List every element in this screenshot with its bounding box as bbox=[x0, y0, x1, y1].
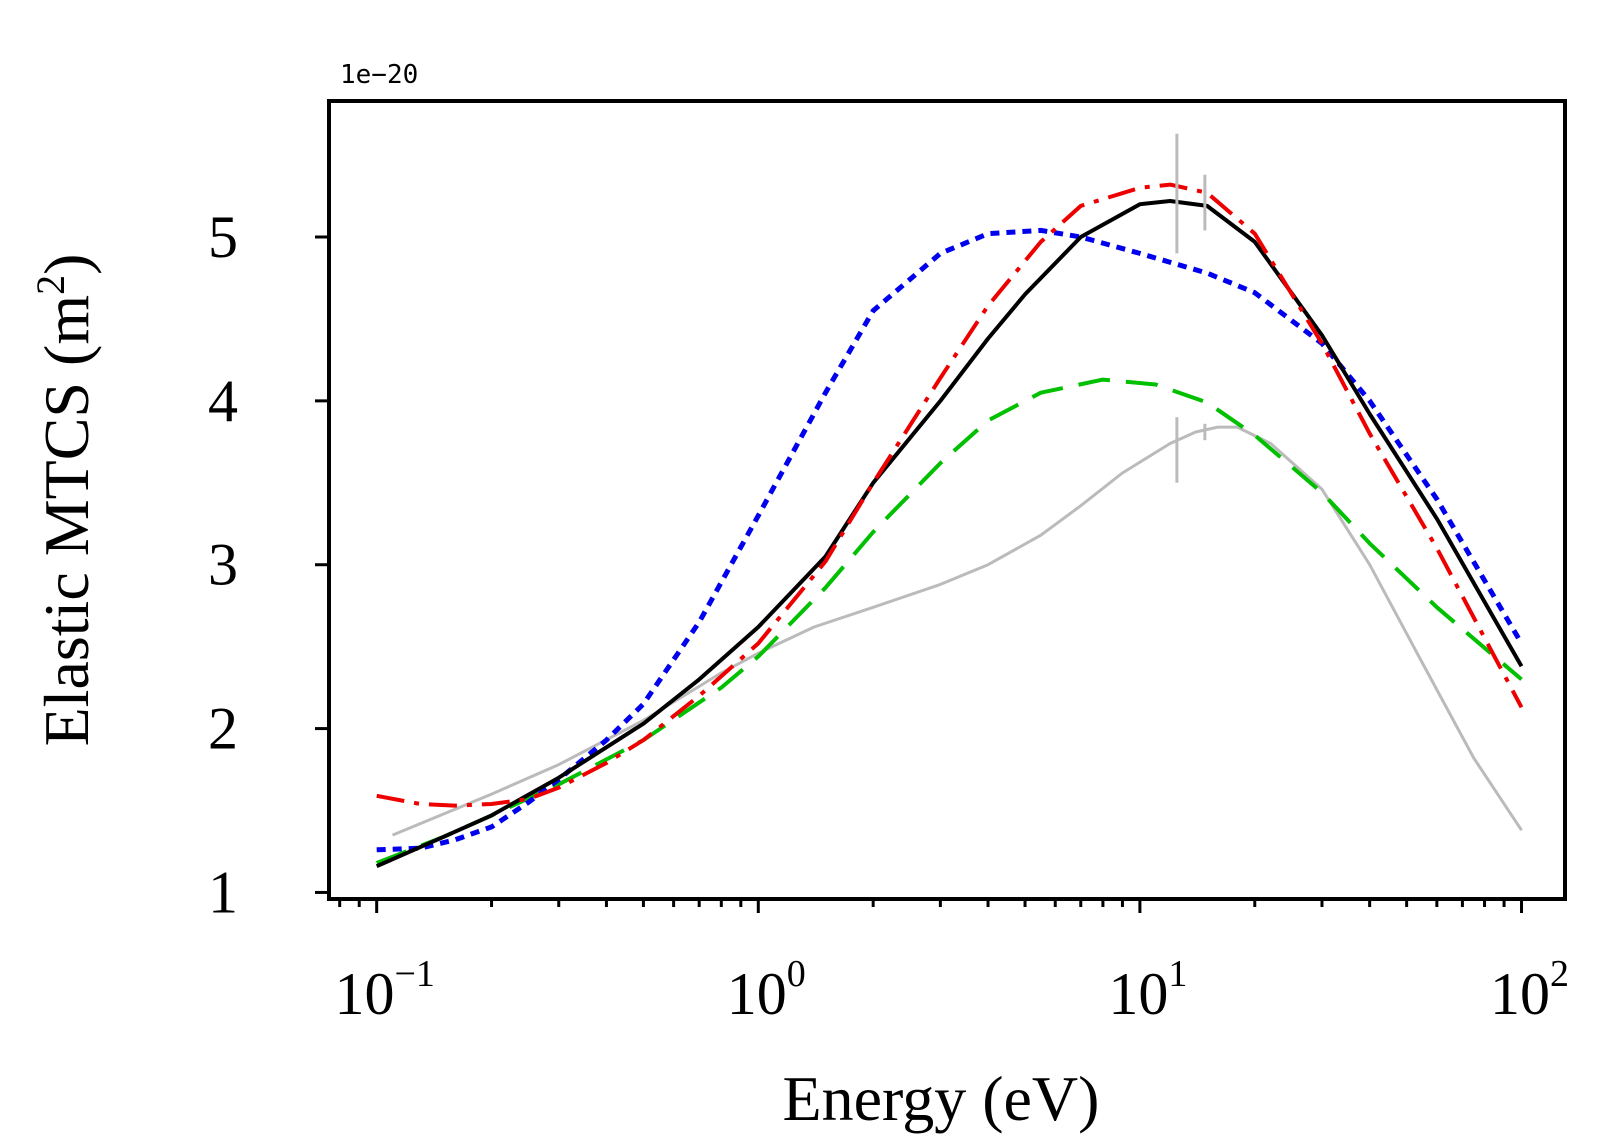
x-tick-label: 10−1 bbox=[334, 953, 434, 1027]
x-tick-base: 10 bbox=[334, 961, 394, 1027]
x-tick-label: 102 bbox=[1490, 953, 1569, 1027]
y-tick-label: 1 bbox=[208, 859, 238, 925]
y-tick-label: 4 bbox=[208, 368, 238, 434]
x-tick-exponent: 1 bbox=[1168, 953, 1187, 995]
offset-label: 1e−20 bbox=[340, 60, 418, 90]
series-line-2 bbox=[375, 377, 1523, 865]
x-axis-label: Energy (eV) bbox=[783, 1063, 1100, 1134]
x-tick-base: 10 bbox=[1108, 961, 1168, 1027]
x-tick-exponent: 2 bbox=[1550, 953, 1569, 995]
marker-layer bbox=[1175, 133, 1207, 483]
series-layer bbox=[375, 182, 1524, 869]
y-tick-label: 5 bbox=[208, 204, 238, 270]
y-tick-label: 2 bbox=[208, 696, 238, 762]
x-tick-base: 10 bbox=[1490, 961, 1550, 1027]
plot-frame bbox=[327, 99, 1567, 901]
series-line-5 bbox=[376, 182, 1524, 808]
series-line-4 bbox=[375, 199, 1524, 869]
x-tick-label: 100 bbox=[727, 953, 806, 1027]
series-line-1 bbox=[391, 425, 1523, 837]
x-tick-base: 10 bbox=[727, 961, 787, 1027]
y-axis-label-exponent: 2 bbox=[28, 275, 73, 295]
y-axis-label-close: ) bbox=[31, 254, 102, 275]
x-tick-exponent: −1 bbox=[394, 953, 434, 995]
y-axis-label: Elastic MTCS (m2) bbox=[28, 254, 102, 747]
y-axis-label-main: Elastic MTCS (m bbox=[31, 295, 102, 747]
x-tick-exponent: 0 bbox=[787, 953, 806, 995]
series-line-3 bbox=[376, 227, 1524, 853]
y-tick-label: 3 bbox=[208, 532, 238, 598]
x-tick-label: 101 bbox=[1108, 953, 1187, 1027]
